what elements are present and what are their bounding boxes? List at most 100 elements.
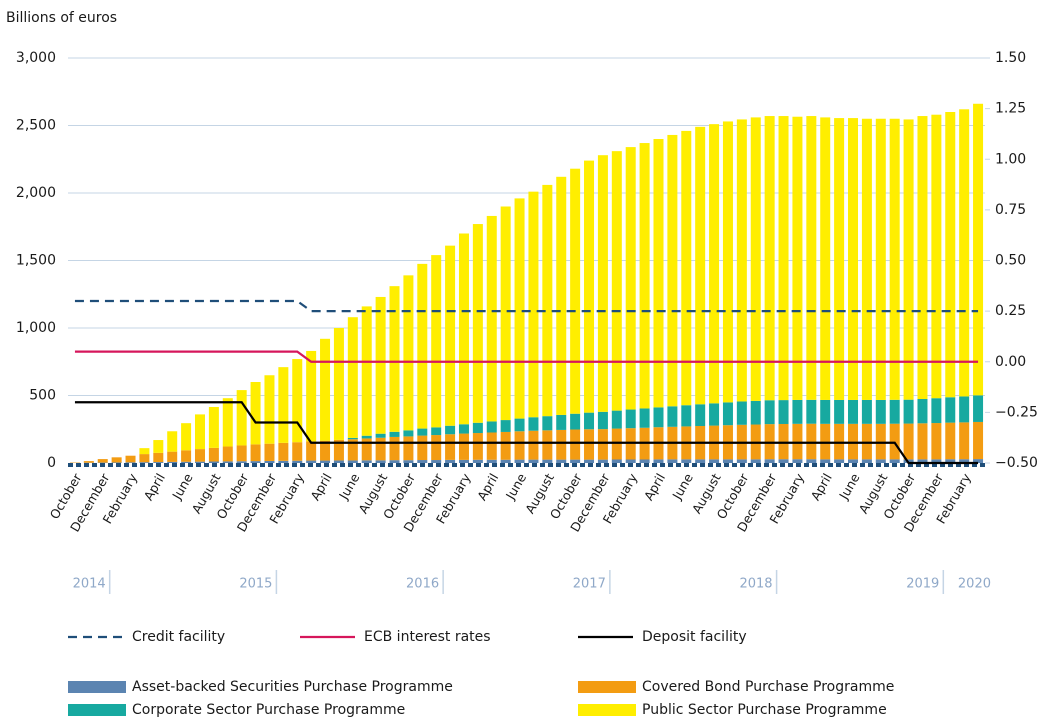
bar-segment bbox=[208, 447, 219, 462]
bar-segment bbox=[778, 423, 789, 460]
bar-segment bbox=[889, 399, 900, 424]
bar-segment bbox=[375, 296, 386, 434]
year-label: 2018 bbox=[739, 577, 772, 592]
year-label: 2017 bbox=[573, 577, 606, 592]
bar-segment bbox=[556, 414, 567, 430]
bar-segment bbox=[361, 438, 372, 461]
bar-segment bbox=[306, 441, 317, 461]
bar-segment bbox=[959, 396, 970, 423]
year-label: 2015 bbox=[239, 577, 272, 592]
bar-segment bbox=[528, 459, 539, 463]
bar-segment bbox=[778, 116, 789, 401]
bar-segment bbox=[514, 431, 525, 460]
bar-segment bbox=[514, 459, 525, 463]
y-tick-label: 3,000 bbox=[16, 50, 56, 66]
bar-segment bbox=[834, 399, 845, 424]
legend-swatch bbox=[578, 681, 636, 693]
bar-segment bbox=[625, 409, 636, 429]
bar-segment bbox=[83, 461, 94, 463]
bar-segment bbox=[584, 459, 595, 463]
y2-tick-label: 1.50 bbox=[995, 50, 1026, 66]
bar-segment bbox=[361, 460, 372, 463]
bar-segment bbox=[778, 459, 789, 463]
bar-segment bbox=[445, 245, 456, 426]
bar-segment bbox=[917, 423, 928, 460]
bar-segment bbox=[347, 439, 358, 461]
bar-segment bbox=[973, 103, 984, 396]
bar-segment bbox=[681, 405, 692, 427]
bar-segment bbox=[820, 459, 831, 463]
bar-segment bbox=[458, 233, 469, 425]
bar-segment bbox=[611, 151, 622, 411]
x-tick-label: June bbox=[335, 470, 362, 502]
bar-segment bbox=[820, 423, 831, 460]
bar-segment bbox=[861, 118, 872, 400]
bar-segment bbox=[695, 126, 706, 405]
bar-segment bbox=[597, 459, 608, 463]
bar-segment bbox=[333, 439, 344, 461]
year-label: 2014 bbox=[73, 577, 106, 592]
bar-segment bbox=[361, 435, 372, 439]
bar-segment bbox=[167, 431, 178, 452]
legend-label: Deposit facility bbox=[642, 629, 747, 645]
bar-segment bbox=[917, 399, 928, 424]
bar-segment bbox=[570, 413, 581, 430]
bar-segment bbox=[848, 459, 859, 463]
bar-segment bbox=[111, 457, 122, 463]
bar-segment bbox=[403, 436, 414, 461]
x-tick-label: April bbox=[808, 471, 835, 503]
bar-segment bbox=[639, 408, 650, 428]
bar-segment bbox=[500, 420, 511, 432]
bar-segment bbox=[973, 459, 984, 463]
bar-segment bbox=[222, 446, 233, 462]
y-tick-label: 0 bbox=[47, 455, 56, 471]
bar-segment bbox=[695, 404, 706, 427]
legend-label: Public Sector Purchase Programme bbox=[642, 702, 887, 718]
bar-segment bbox=[375, 437, 386, 461]
bar-segment bbox=[167, 461, 178, 463]
bar-segment bbox=[570, 459, 581, 463]
bar-segment bbox=[736, 459, 747, 463]
y2-tick-label: −0.25 bbox=[995, 404, 1038, 420]
bar-segment bbox=[597, 429, 608, 460]
bar-segment bbox=[792, 423, 803, 460]
bar-segment bbox=[709, 124, 720, 404]
bar-segment bbox=[792, 399, 803, 424]
bar-segment bbox=[750, 459, 761, 463]
bar-segment bbox=[347, 437, 358, 440]
year-label: 2016 bbox=[406, 577, 439, 592]
bar-segment bbox=[514, 198, 525, 419]
bar-segment bbox=[959, 422, 970, 460]
bar-segment bbox=[389, 286, 400, 432]
bar-segment bbox=[903, 399, 914, 424]
bar-segment bbox=[917, 116, 928, 400]
bar-segment bbox=[820, 399, 831, 424]
bar-segment bbox=[458, 459, 469, 463]
bar-segment bbox=[611, 410, 622, 429]
y2-tick-label: −0.50 bbox=[995, 455, 1038, 471]
y2-tick-label: 0.50 bbox=[995, 253, 1026, 269]
bar-segment bbox=[264, 460, 275, 463]
bar-segment bbox=[792, 459, 803, 463]
bar-segment bbox=[625, 459, 636, 463]
bar-segment bbox=[500, 459, 511, 463]
bar-segment bbox=[778, 400, 789, 424]
bar-segment bbox=[681, 459, 692, 463]
bar-segment bbox=[556, 459, 567, 463]
bar-segment bbox=[750, 117, 761, 401]
bar-segment bbox=[139, 454, 150, 463]
legend-swatch bbox=[578, 704, 636, 716]
bar-segment bbox=[764, 459, 775, 463]
bar-segment bbox=[361, 306, 372, 436]
bar-segment bbox=[236, 461, 247, 463]
bar-segment bbox=[389, 460, 400, 463]
bar-segment bbox=[584, 160, 595, 413]
bar-segment bbox=[278, 367, 289, 443]
bar-segment bbox=[639, 143, 650, 409]
legend-label: ECB interest rates bbox=[364, 629, 491, 645]
bar-segment bbox=[458, 433, 469, 460]
legend-swatch bbox=[68, 681, 126, 693]
bar-segment bbox=[167, 451, 178, 462]
bar-segment bbox=[903, 423, 914, 460]
